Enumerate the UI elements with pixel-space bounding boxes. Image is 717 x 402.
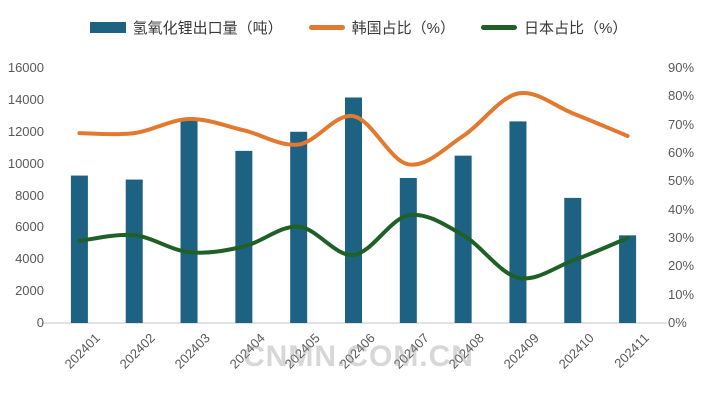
left-axis-tick-4000: 4000	[15, 251, 44, 267]
x-axis-tick-202403: 202403	[171, 330, 213, 372]
x-axis-tick-202404: 202404	[226, 330, 268, 372]
left-axis-tick-8000: 8000	[15, 187, 44, 203]
legend-item-korea-share[interactable]: 韩国占比（%）	[308, 17, 455, 38]
right-axis-tick-0pct: 0%	[668, 315, 687, 330]
right-axis-tick-50pct: 50%	[668, 173, 695, 189]
bar-202404[interactable]	[235, 150, 253, 323]
bar-202411[interactable]	[619, 235, 637, 323]
left-axis-tick-10000: 10000	[7, 155, 44, 171]
legend-label-japan-share: 日本占比（%）	[524, 19, 628, 37]
bar-202406[interactable]	[345, 97, 362, 323]
x-axis-tick-202409: 202409	[500, 330, 542, 372]
left-axis-tick-2000: 2000	[15, 283, 44, 299]
x-axis-tick-202411: 202411	[610, 330, 652, 371]
left-axis-tick-14000: 14000	[7, 91, 44, 107]
bar-202401[interactable]	[70, 175, 88, 323]
x-axis-tick-202402: 202402	[116, 330, 159, 372]
bar-202403[interactable]	[180, 119, 198, 323]
chart-legend: 氢氧化锂出口量（吨） 韩国占比（%） 日本占比（%）	[0, 10, 717, 44]
chart-canvas	[42, 90, 667, 324]
legend-label-korea-share: 韩国占比（%）	[351, 19, 455, 37]
right-axis-tick-80pct: 80%	[668, 88, 695, 104]
left-axis-tick-6000: 6000	[15, 219, 44, 235]
right-axis-tick-40pct: 40%	[668, 201, 695, 217]
legend-swatch-bar-icon	[89, 21, 126, 33]
bar-202407[interactable]	[399, 177, 417, 323]
x-axis-tick-202405: 202405	[281, 330, 323, 372]
line-series-group	[77, 90, 630, 281]
left-axis-tick-16000: 16000	[7, 60, 44, 75]
bar-202402[interactable]	[125, 179, 143, 323]
x-axis-tick-202406: 202406	[336, 330, 378, 372]
right-axis-tick-70pct: 70%	[668, 116, 695, 132]
left-axis-tick-0: 0	[36, 315, 44, 330]
line-series-korea-share[interactable]	[77, 90, 630, 167]
x-axis-tick-202401: 202401	[62, 330, 104, 372]
right-axis-tick-10pct: 10%	[668, 286, 695, 302]
x-axis-tick-202408: 202408	[445, 330, 488, 372]
right-axis-tick-60pct: 60%	[668, 145, 695, 160]
left-axis-tick-12000: 12000	[7, 123, 44, 139]
plot-area	[0, 48, 717, 338]
x-axis-tick-202410: 202410	[555, 330, 597, 372]
legend-item-lithium-hydroxide-export-volume[interactable]: 氢氧化锂出口量（吨）	[89, 17, 283, 38]
right-axis-tick-90pct: 90%	[668, 60, 695, 75]
bar-202408[interactable]	[454, 155, 472, 323]
legend-label-lithium-hydroxide-export-volume: 氢氧化锂出口量（吨）	[132, 19, 283, 37]
legend-swatch-line-icon	[481, 24, 517, 30]
bar-series-group	[70, 97, 637, 323]
legend-item-japan-share[interactable]: 日本占比（%）	[481, 17, 627, 38]
bar-202409[interactable]	[509, 121, 527, 323]
legend-swatch-line-icon	[308, 24, 345, 30]
x-axis-tick-202407: 202407	[390, 330, 433, 372]
line-series-japan-share[interactable]	[77, 212, 630, 281]
right-axis-tick-20pct: 20%	[668, 258, 695, 274]
right-axis-tick-30pct: 30%	[668, 230, 695, 245]
